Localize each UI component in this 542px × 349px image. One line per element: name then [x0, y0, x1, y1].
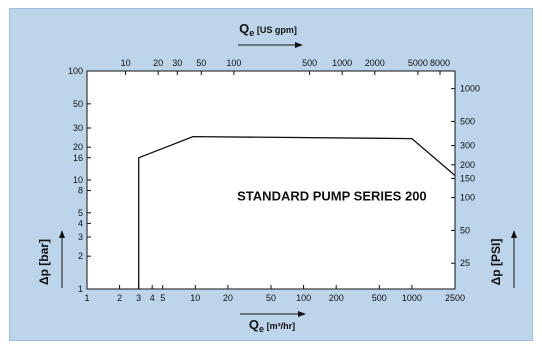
series-layer	[138, 135, 456, 289]
bottom-tick-label: 2500	[445, 293, 465, 303]
left-tick-label: 50	[73, 99, 83, 109]
top-tick-label: 10	[121, 58, 131, 68]
right-tick-label: 150	[460, 173, 475, 183]
top-tick-label: 1000	[332, 58, 352, 68]
top-tick-label: 30	[172, 58, 182, 68]
right-tick-label: 300	[460, 141, 475, 151]
left-tick-label: 20	[73, 142, 83, 152]
right-tick-label: 50	[460, 225, 470, 235]
top-tick-label: 100	[226, 58, 241, 68]
left-tick-label: 100	[68, 66, 83, 76]
top-axis-title-main: Q	[239, 21, 249, 36]
left-tick-label: 3	[78, 232, 83, 242]
bottom-tick-label: 3	[136, 293, 141, 303]
bottom-axis-title-unit: [m³/hr]	[267, 321, 296, 331]
bottom-tick-label: 20	[223, 293, 233, 303]
top-axis-title-unit: [US gpm]	[257, 25, 297, 35]
top-axis-arrow-head	[295, 42, 303, 48]
top-tick-label: 8000	[430, 58, 450, 68]
bottom-tick-label: 10	[190, 293, 200, 303]
left-tick-label: 30	[73, 123, 83, 133]
bottom-tick-label: 100	[296, 293, 311, 303]
right-tick-label: 200	[460, 160, 475, 170]
right-tick-label: 25	[460, 258, 470, 268]
right-tick-label: 500	[460, 116, 475, 126]
top-tick-label: 500	[302, 58, 317, 68]
bottom-tick-label: 500	[372, 293, 387, 303]
svg-text:Qe [US gpm]: Qe [US gpm]	[239, 21, 297, 38]
top-tick-label: 2000	[365, 58, 385, 68]
svg-text:Qe [m³/hr]: Qe [m³/hr]	[249, 317, 295, 334]
bottom-tick-label: 5	[160, 293, 165, 303]
left-tick-label: 4	[78, 218, 83, 228]
chart-annotation: STANDARD PUMP SERIES 200	[237, 188, 427, 203]
bottom-tick-label: 1000	[402, 293, 422, 303]
top-tick-label: 50	[196, 58, 206, 68]
right-axis-title: Δp [PSI]	[489, 230, 517, 288]
bottom-axis-title: Qe [m³/hr]	[240, 311, 306, 334]
left-tick-label: 16	[73, 153, 83, 163]
bottom-axis-title-sub: e	[259, 324, 264, 334]
bottom-tick-label: 1	[84, 293, 89, 303]
top-axis-title: Qe [US gpm]	[238, 21, 303, 48]
bottom-axis-arrow-head	[298, 311, 306, 317]
right-axis-title-text: Δp [PSI]	[489, 239, 503, 286]
left-tick-label: 2	[78, 251, 83, 261]
top-axis-title-sub: e	[249, 28, 254, 38]
right-axis-arrow-head	[511, 230, 517, 238]
left-axis-title-text: Δp [bar]	[37, 239, 51, 285]
left-tick-label: 10	[73, 175, 83, 185]
left-tick-label: 8	[78, 186, 83, 196]
right-tick-label: 1000	[460, 84, 480, 94]
right-tick-label: 100	[460, 193, 475, 203]
plot-area	[86, 70, 456, 290]
bottom-tick-label: 200	[329, 293, 344, 303]
bottom-tick-label: 50	[266, 293, 276, 303]
pump-envelope-line	[138, 135, 456, 289]
bottom-axis-title-main: Q	[249, 317, 259, 332]
top-tick-label: 20	[153, 58, 163, 68]
bottom-tick-label: 2	[117, 293, 122, 303]
left-tick-label: 5	[78, 208, 83, 218]
left-axis-arrow-head	[59, 230, 65, 238]
left-tick-label: 1	[78, 284, 83, 294]
left-axis-title: Δp [bar]	[37, 230, 65, 288]
bottom-tick-label: 4	[150, 293, 155, 303]
top-tick-label: 5000	[408, 58, 428, 68]
